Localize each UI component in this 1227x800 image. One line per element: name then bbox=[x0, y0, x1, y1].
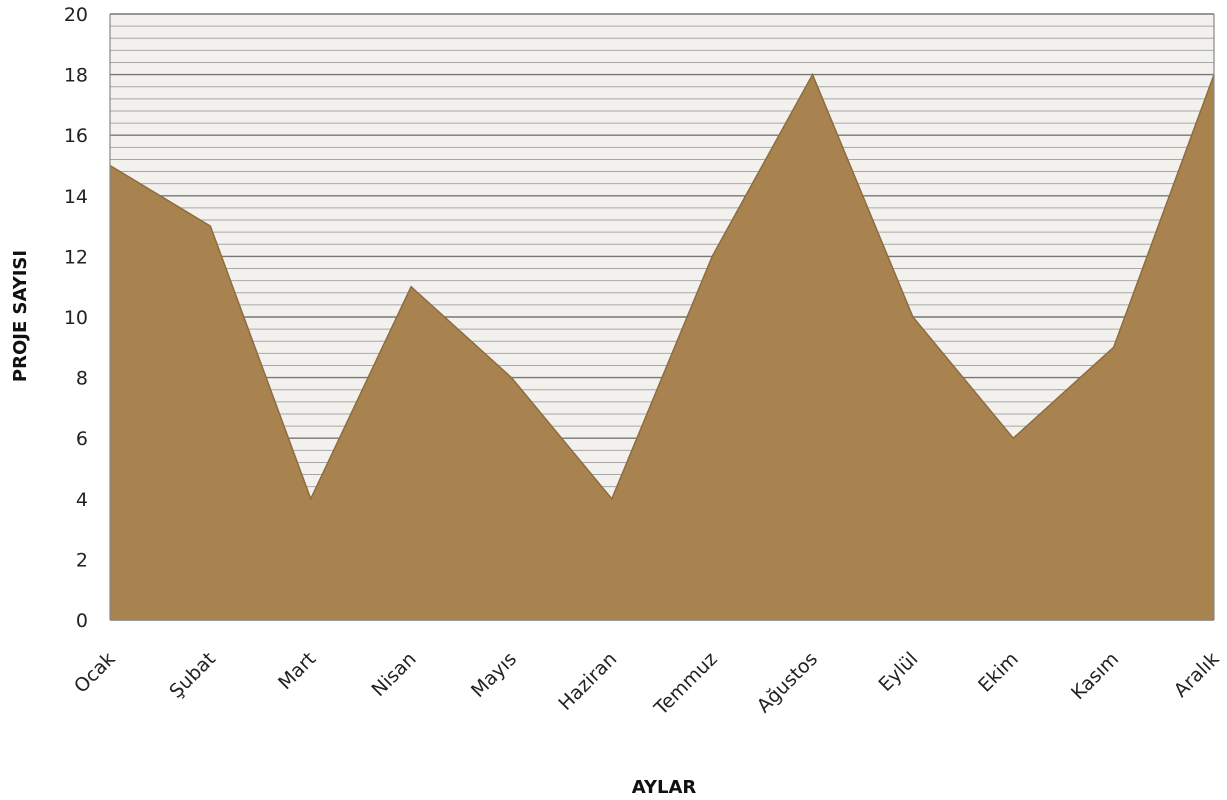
y-tick-label: 4 bbox=[76, 489, 88, 511]
y-tick-label: 8 bbox=[76, 368, 88, 390]
x-tick-label: Nisan bbox=[368, 648, 421, 701]
x-tick-label: Haziran bbox=[554, 648, 621, 715]
x-tick-label: Ocak bbox=[70, 648, 120, 698]
y-tick-label: 12 bbox=[64, 246, 88, 268]
x-tick-label: Ağustos bbox=[753, 648, 822, 717]
y-tick-label: 10 bbox=[64, 307, 88, 329]
x-axis-title: AYLAR bbox=[632, 777, 697, 798]
x-tick-label: Temmuz bbox=[650, 648, 722, 720]
y-tick-label: 14 bbox=[64, 186, 88, 208]
y-tick-label: 18 bbox=[64, 65, 88, 87]
x-tick-labels: Ocak Şubat Mart Nisan Mayıs Haziran Temmuz Ağus… bbox=[70, 648, 1224, 720]
x-tick-label: Ekim bbox=[974, 648, 1023, 697]
x-tick-label: Şubat bbox=[165, 648, 220, 703]
x-tick-label: Aralık bbox=[1170, 648, 1224, 702]
y-tick-label: 2 bbox=[76, 549, 88, 571]
x-tick-label: Eylül bbox=[874, 648, 922, 696]
y-tick-labels: 0 2 4 6 8 10 12 14 16 18 20 bbox=[64, 4, 88, 632]
y-tick-label: 0 bbox=[76, 610, 88, 632]
y-axis-title: PROJE SAYISI bbox=[10, 250, 31, 382]
area-series-fill bbox=[110, 74, 1214, 621]
x-tick-label: Kasım bbox=[1067, 648, 1123, 704]
x-tick-label: Mart bbox=[274, 648, 320, 694]
y-tick-label: 6 bbox=[76, 428, 88, 450]
axes bbox=[109, 14, 1215, 621]
y-tick-label: 20 bbox=[64, 4, 88, 26]
y-tick-label: 16 bbox=[64, 125, 88, 147]
area-series-line bbox=[109, 72, 1215, 501]
x-tick-label: Mayıs bbox=[467, 648, 521, 702]
